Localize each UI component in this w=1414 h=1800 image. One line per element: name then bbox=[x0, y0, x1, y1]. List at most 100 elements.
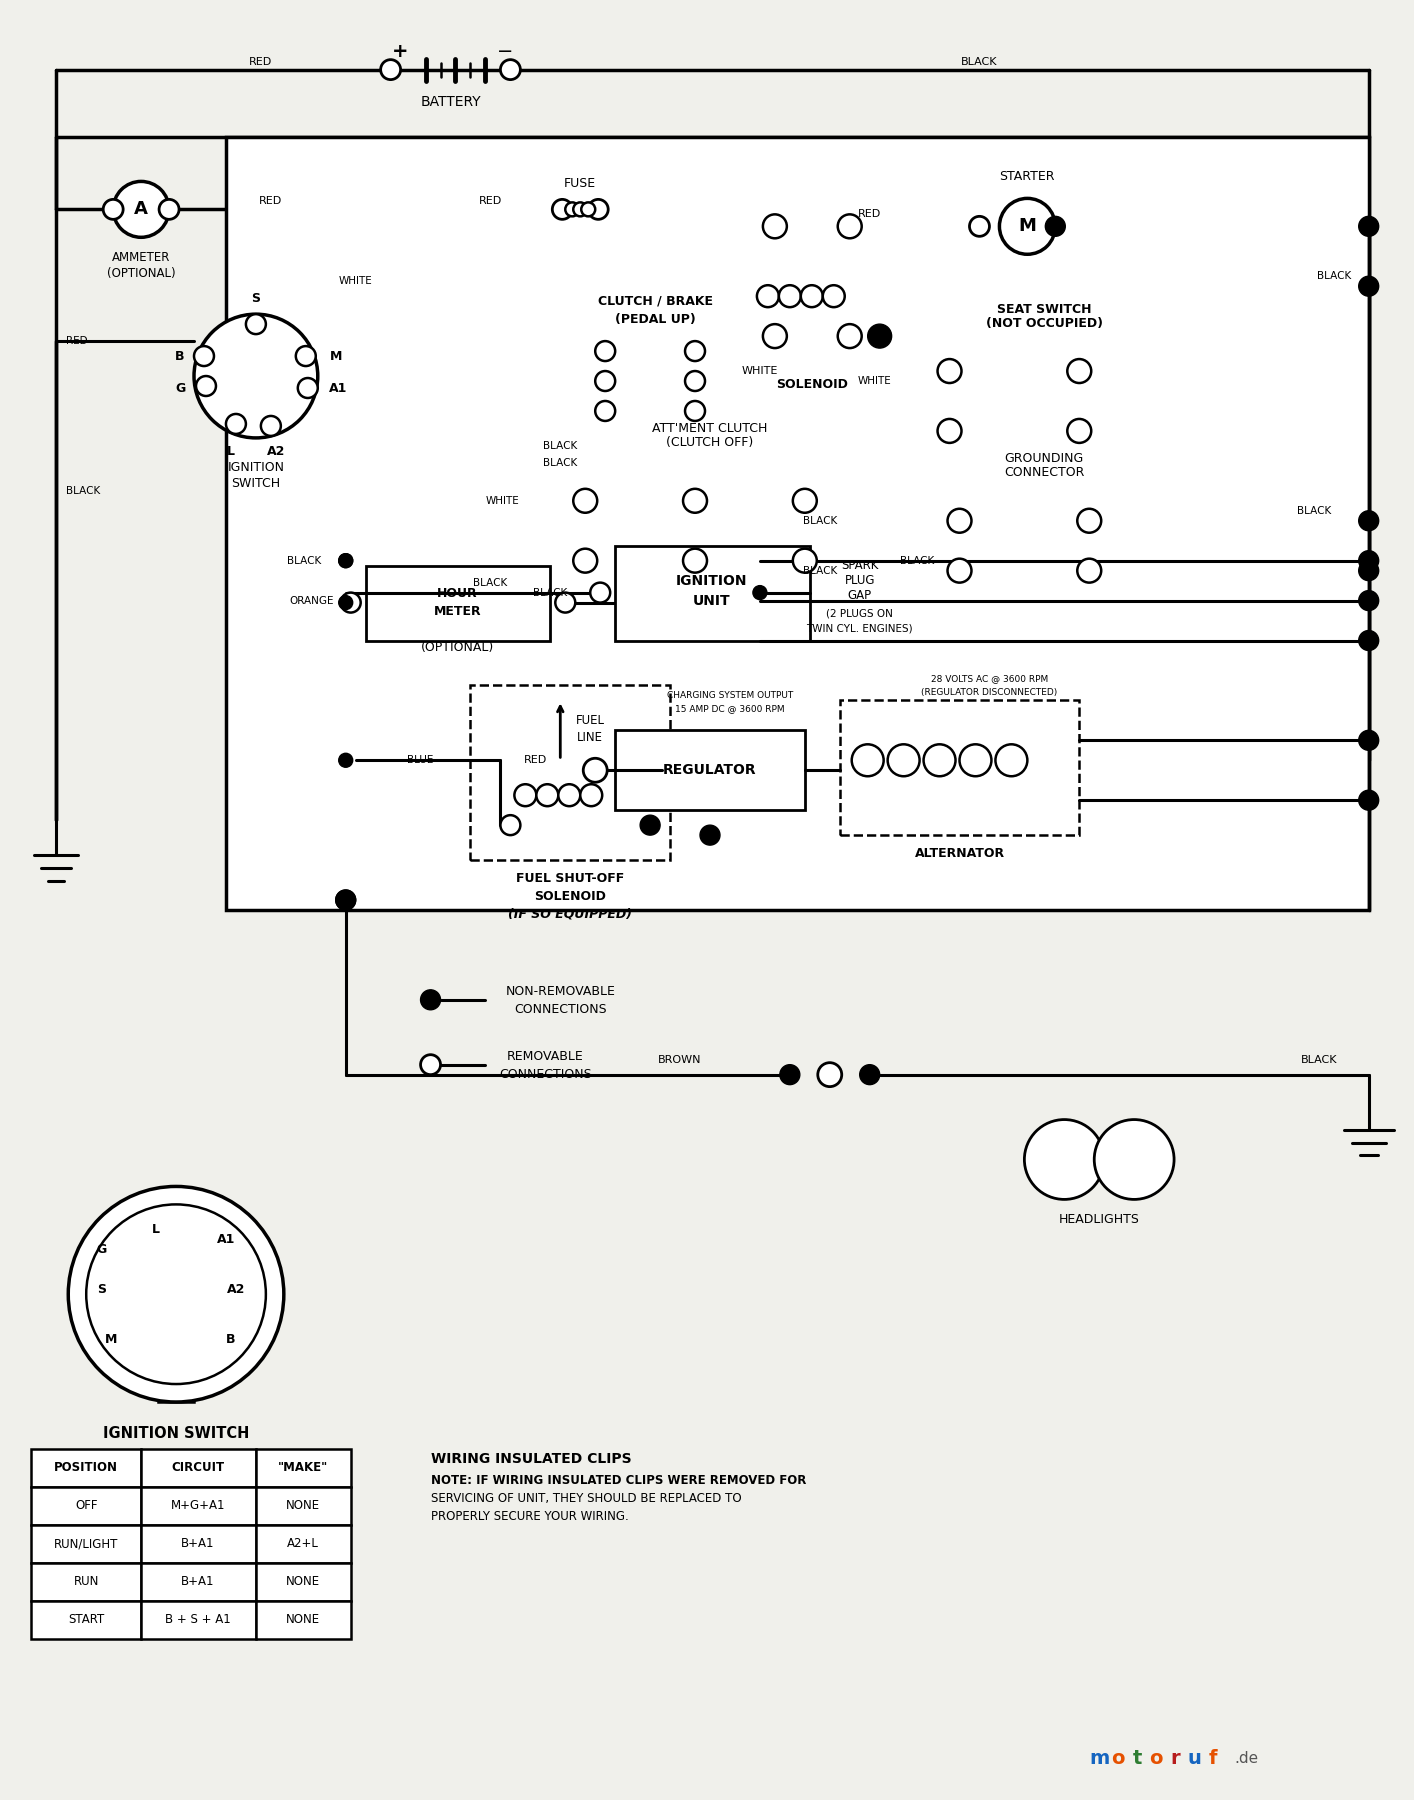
Bar bbox=[615, 545, 810, 641]
Circle shape bbox=[1094, 1120, 1174, 1199]
Text: M: M bbox=[1018, 218, 1036, 236]
Text: (PEDAL UP): (PEDAL UP) bbox=[615, 313, 696, 326]
Circle shape bbox=[339, 554, 352, 567]
Text: BLACK: BLACK bbox=[803, 565, 837, 576]
Text: BLACK: BLACK bbox=[543, 441, 577, 450]
Circle shape bbox=[937, 419, 962, 443]
Bar bbox=[899, 331, 1189, 475]
Circle shape bbox=[937, 358, 962, 383]
Circle shape bbox=[800, 284, 823, 308]
Circle shape bbox=[573, 549, 597, 572]
Circle shape bbox=[86, 1204, 266, 1384]
Text: .de: .de bbox=[1234, 1751, 1258, 1766]
Circle shape bbox=[1359, 216, 1379, 236]
Circle shape bbox=[590, 583, 611, 603]
Circle shape bbox=[341, 592, 361, 612]
Circle shape bbox=[1359, 790, 1379, 810]
Circle shape bbox=[1359, 731, 1379, 751]
Circle shape bbox=[581, 202, 595, 216]
Circle shape bbox=[420, 1055, 441, 1075]
Circle shape bbox=[1068, 419, 1092, 443]
Circle shape bbox=[194, 346, 214, 365]
Text: CONNECTIONS: CONNECTIONS bbox=[513, 1003, 607, 1017]
Circle shape bbox=[1024, 1120, 1104, 1199]
Bar bbox=[141, 1525, 256, 1562]
Bar bbox=[256, 1562, 351, 1600]
Circle shape bbox=[298, 378, 318, 398]
Circle shape bbox=[536, 785, 559, 806]
Text: FUEL SHUT-OFF: FUEL SHUT-OFF bbox=[516, 871, 625, 884]
Circle shape bbox=[573, 490, 597, 513]
Circle shape bbox=[888, 745, 919, 776]
Bar bbox=[31, 1487, 141, 1525]
Text: IGNITION: IGNITION bbox=[228, 461, 284, 475]
Text: BLUE: BLUE bbox=[407, 756, 434, 765]
Bar bbox=[471, 686, 670, 860]
Circle shape bbox=[1359, 630, 1379, 650]
Text: WHITE: WHITE bbox=[339, 275, 372, 286]
Text: ATT'MENT CLUTCH: ATT'MENT CLUTCH bbox=[652, 423, 768, 436]
Circle shape bbox=[684, 401, 706, 421]
Text: BLACK: BLACK bbox=[962, 56, 998, 67]
Bar bbox=[31, 1600, 141, 1638]
Text: S: S bbox=[96, 1283, 106, 1296]
Text: A2+L: A2+L bbox=[287, 1537, 318, 1550]
Text: FUEL: FUEL bbox=[575, 715, 605, 727]
Text: ALTERNATOR: ALTERNATOR bbox=[915, 846, 1004, 860]
Text: WHITE: WHITE bbox=[858, 376, 892, 385]
Circle shape bbox=[837, 214, 861, 238]
Circle shape bbox=[515, 785, 536, 806]
Bar bbox=[31, 1449, 141, 1487]
Circle shape bbox=[923, 745, 956, 776]
Circle shape bbox=[559, 785, 580, 806]
Circle shape bbox=[781, 1064, 800, 1085]
Text: G: G bbox=[175, 382, 185, 394]
Circle shape bbox=[1359, 511, 1379, 531]
Bar bbox=[226, 137, 1369, 911]
Circle shape bbox=[947, 509, 971, 533]
Circle shape bbox=[595, 342, 615, 362]
Circle shape bbox=[113, 182, 170, 238]
Text: RED: RED bbox=[66, 337, 88, 346]
Circle shape bbox=[793, 490, 817, 513]
Text: REGULATOR: REGULATOR bbox=[663, 763, 756, 778]
Bar bbox=[31, 1525, 141, 1562]
Circle shape bbox=[684, 371, 706, 391]
Text: (OPTIONAL): (OPTIONAL) bbox=[107, 266, 175, 279]
Text: RED: RED bbox=[858, 209, 881, 220]
Circle shape bbox=[556, 592, 575, 612]
Text: NONE: NONE bbox=[286, 1499, 320, 1512]
Circle shape bbox=[226, 414, 246, 434]
Text: (CLUTCH OFF): (CLUTCH OFF) bbox=[666, 436, 754, 450]
Circle shape bbox=[588, 200, 608, 220]
Text: (REGULATOR DISCONNECTED): (REGULATOR DISCONNECTED) bbox=[922, 688, 1058, 697]
Text: SERVICING OF UNIT, THEY SHOULD BE REPLACED TO: SERVICING OF UNIT, THEY SHOULD BE REPLAC… bbox=[430, 1492, 741, 1505]
Circle shape bbox=[583, 758, 607, 783]
Circle shape bbox=[823, 284, 844, 308]
Text: BLACK: BLACK bbox=[1316, 272, 1350, 281]
Text: A: A bbox=[134, 200, 148, 218]
Bar bbox=[31, 1562, 141, 1600]
Circle shape bbox=[683, 490, 707, 513]
Text: IGNITION SWITCH: IGNITION SWITCH bbox=[103, 1426, 249, 1442]
Circle shape bbox=[779, 284, 800, 308]
Circle shape bbox=[641, 815, 660, 835]
Text: M: M bbox=[329, 349, 342, 362]
Text: NOTE: IF WIRING INSULATED CLIPS WERE REMOVED FOR: NOTE: IF WIRING INSULATED CLIPS WERE REM… bbox=[430, 1474, 806, 1487]
Text: START: START bbox=[68, 1613, 105, 1625]
Text: (OPTIONAL): (OPTIONAL) bbox=[421, 641, 493, 653]
Circle shape bbox=[339, 554, 352, 567]
Text: BLACK: BLACK bbox=[287, 556, 321, 565]
Text: BLACK: BLACK bbox=[543, 457, 577, 468]
Bar bbox=[366, 565, 550, 641]
Text: STARTER: STARTER bbox=[1000, 169, 1055, 184]
Circle shape bbox=[194, 315, 318, 437]
Bar bbox=[840, 700, 1079, 835]
Text: L: L bbox=[226, 445, 235, 459]
Bar bbox=[116, 1264, 236, 1276]
Circle shape bbox=[103, 200, 123, 220]
Circle shape bbox=[1045, 216, 1065, 236]
Text: RED: RED bbox=[523, 756, 547, 765]
Text: REMOVABLE: REMOVABLE bbox=[508, 1049, 584, 1064]
Circle shape bbox=[851, 745, 884, 776]
